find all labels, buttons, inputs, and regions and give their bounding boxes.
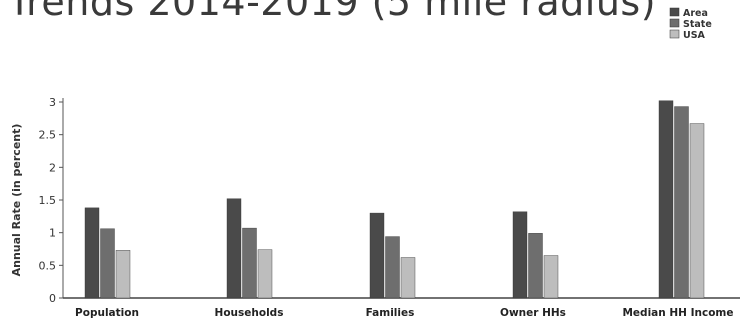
bar-area-2 [369, 212, 385, 299]
page-title: Trends 2014-2019 (5 mile radius) [8, 0, 657, 24]
bar-area-1 [226, 198, 242, 299]
y-axis-label: Annual Rate (in percent) [10, 124, 23, 277]
bar-usa-2 [400, 257, 416, 299]
bar-area-3 [512, 211, 528, 299]
bar-area-4 [658, 100, 674, 299]
y-tick-label: 0 [49, 292, 56, 305]
legend-label-area: Area [683, 8, 708, 19]
bar-state-4 [674, 106, 689, 299]
x-tick-label: Owner HHs [500, 307, 566, 319]
y-tick-label: 2.5 [39, 129, 57, 142]
bar-state-1 [242, 227, 257, 299]
y-tick-label: 1 [49, 227, 56, 240]
legend-swatch-area [669, 7, 680, 17]
bar-state-2 [385, 236, 400, 299]
x-tick-label: Families [366, 307, 415, 319]
y-tick-label: 3 [49, 96, 56, 109]
legend-swatch-usa [669, 29, 680, 39]
legend-label-usa: USA [683, 30, 706, 41]
bar-usa-4 [689, 123, 705, 299]
x-tick-label: Households [215, 307, 284, 319]
bar-state-0 [100, 228, 115, 299]
bar-usa-3 [543, 255, 559, 299]
bar-usa-1 [257, 249, 273, 299]
x-tick-label: Median HH Income [622, 307, 733, 319]
y-tick-label: 2 [49, 161, 56, 174]
x-tick-label: Population [75, 307, 139, 319]
bar-usa-0 [115, 250, 131, 299]
bar-area-0 [84, 207, 100, 299]
y-tick-label: 0.5 [39, 259, 57, 272]
y-tick-label: 1.5 [39, 194, 57, 207]
legend-swatch-state [669, 18, 680, 28]
bar-state-3 [528, 233, 543, 299]
legend-label-state: State [683, 19, 712, 30]
